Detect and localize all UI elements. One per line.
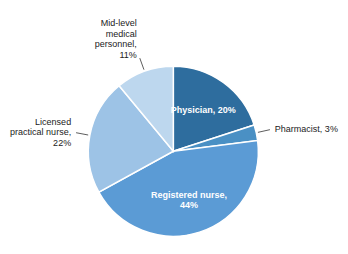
slices [88, 66, 258, 236]
chart: Physician, 20% Pharmacist, 3% Registered n… [0, 0, 348, 254]
label-line: Licensed [35, 116, 71, 126]
labels: Physician, 20% Pharmacist, 3% Registered n… [10, 18, 338, 210]
label-line: Pharmacist, 3% [275, 124, 338, 134]
label-line: 44% [180, 200, 198, 210]
leader-line [140, 58, 144, 70]
label-line: Registered nurse, [151, 190, 227, 200]
label-line: medical [106, 29, 137, 39]
data-label: Mid-levelmedicalpersonnel,11% [95, 18, 137, 60]
data-label: Registered nurse,44% [151, 190, 227, 210]
leader-line [76, 133, 88, 135]
slice [119, 66, 173, 151]
data-label: Licensedpractical nurse,22% [10, 116, 71, 148]
data-label: Physician, 20% [171, 105, 236, 115]
label-line: Physician, 20% [171, 105, 236, 115]
pie: Physician, 20% Pharmacist, 3% Registered n… [10, 18, 338, 237]
label-line: 11% [119, 50, 136, 60]
data-label: Pharmacist, 3% [275, 124, 338, 134]
leader-line [258, 130, 270, 133]
label-line: personnel, [95, 39, 137, 49]
label-line: 22% [53, 138, 71, 148]
label-line: Mid-level [101, 18, 137, 28]
label-line: practical nurse, [10, 127, 71, 137]
